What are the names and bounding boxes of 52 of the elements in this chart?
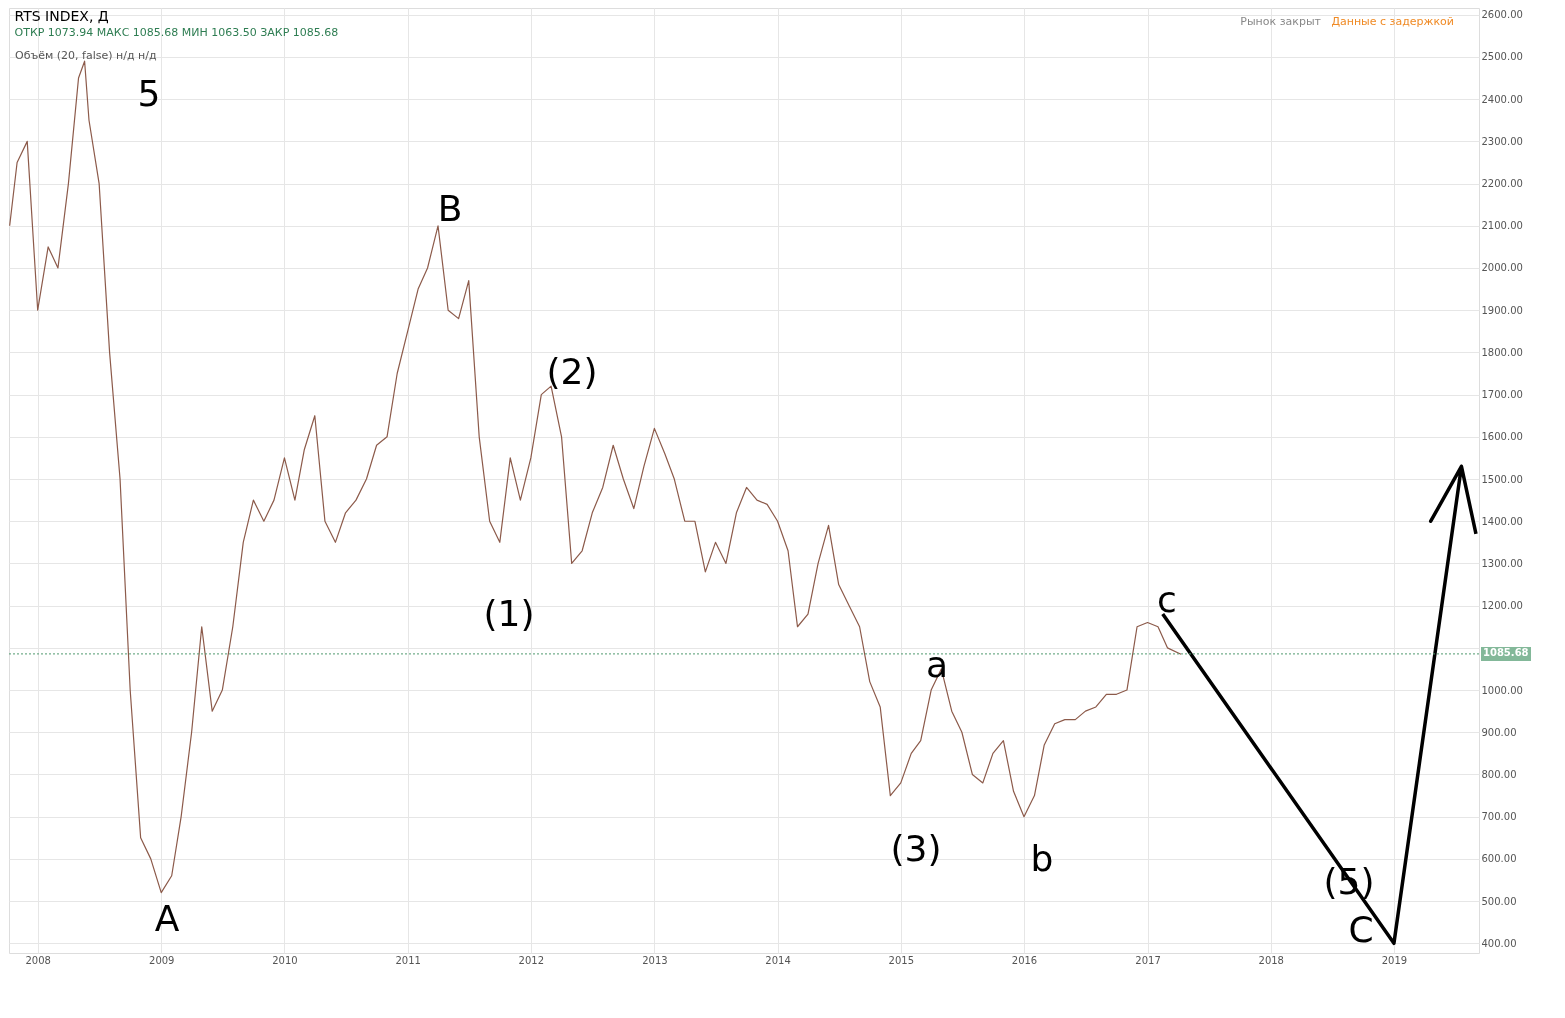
y-tick-label: 500.00 xyxy=(1481,895,1517,907)
y-tick-label: 1800.00 xyxy=(1481,346,1523,358)
annotation: (2) xyxy=(546,351,598,392)
annotation: 5 xyxy=(137,73,161,114)
x-tick-label: 2009 xyxy=(149,954,175,966)
y-tick-label: 400.00 xyxy=(1481,937,1517,949)
y-tick-label: 1500.00 xyxy=(1481,473,1523,485)
y-tick-label: 2200.00 xyxy=(1481,178,1523,190)
x-tick-label: 2011 xyxy=(395,954,421,966)
x-tick-label: 2010 xyxy=(272,954,298,966)
y-tick-label: 2500.00 xyxy=(1481,51,1523,63)
y-tick-label: 1700.00 xyxy=(1481,389,1523,401)
annotation: (1) xyxy=(483,593,535,634)
line-series xyxy=(9,60,1182,894)
y-tick-label: 1600.00 xyxy=(1481,431,1523,443)
y-tick-label: 1300.00 xyxy=(1481,557,1523,569)
y-tick-label: 2000.00 xyxy=(1481,262,1523,274)
y-tick-label: 700.00 xyxy=(1481,811,1517,823)
y-tick-label: 1900.00 xyxy=(1481,304,1523,316)
line-series xyxy=(1160,464,1478,946)
chart-title: RTS INDEX, Д xyxy=(14,8,109,24)
y-tick-label: 2300.00 xyxy=(1481,135,1523,147)
x-tick-label: 2014 xyxy=(765,954,791,966)
annotation: c xyxy=(1157,579,1177,620)
text: ОТКР 1073.94 МАКС 1085.68 МИН 1063.50 ЗАКР 1085.68 xyxy=(14,26,339,39)
annotation: Объём (20, false) н/д н/д xyxy=(15,49,157,62)
y-tick-label: 2600.00 xyxy=(1481,9,1523,21)
annotation: C xyxy=(1348,909,1374,950)
y-tick-label: 600.00 xyxy=(1481,853,1517,865)
ref-line-label: 1085.68 xyxy=(1483,646,1529,658)
x-tick-label: 2015 xyxy=(888,954,915,966)
x-tick-label: 2013 xyxy=(642,954,668,966)
y-tick-label: 800.00 xyxy=(1481,768,1517,780)
x-tick-label: 2016 xyxy=(1011,954,1038,966)
y-tick-label: 1000.00 xyxy=(1481,684,1523,696)
annotation: (3) xyxy=(890,828,942,869)
annotation: A xyxy=(154,898,180,939)
y-tick-label: 2100.00 xyxy=(1481,220,1523,232)
x-tick-label: 2008 xyxy=(25,954,51,966)
annotation: B xyxy=(437,188,463,229)
x-tick-label: 2018 xyxy=(1258,954,1284,966)
y-tick-label: 2400.00 xyxy=(1481,93,1523,105)
y-tick-label: 1200.00 xyxy=(1481,600,1523,612)
x-tick-label: 2019 xyxy=(1381,954,1408,966)
annotation: a xyxy=(925,644,949,685)
x-tick-label: 2017 xyxy=(1135,954,1161,966)
annotation: b xyxy=(1030,838,1054,879)
annotation: Данные с задержкой xyxy=(1331,15,1454,28)
annotation: Рынок закрыт xyxy=(1240,15,1322,28)
y-tick-label: 1400.00 xyxy=(1481,515,1523,527)
x-tick-label: 2012 xyxy=(518,954,545,966)
y-tick-label: 900.00 xyxy=(1481,726,1517,738)
